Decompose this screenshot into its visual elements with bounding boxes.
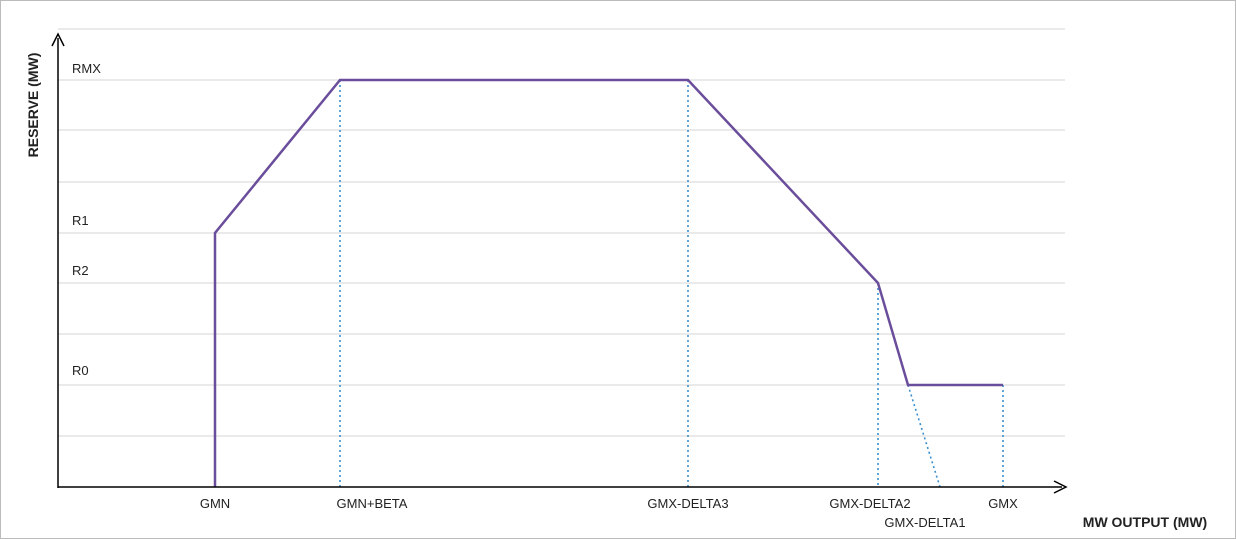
axes — [51, 32, 1068, 494]
x-point-label: GMN — [200, 496, 230, 511]
x-arrow — [1053, 480, 1068, 494]
x-point-label: GMX — [988, 496, 1018, 511]
grid — [58, 28, 1065, 437]
drop-lines — [339, 80, 1004, 488]
y-level-label: R1 — [72, 213, 89, 228]
x-point-label: GMN+BETA — [337, 496, 408, 511]
y-axis-title: RESERVE (MW) — [25, 53, 41, 158]
y-level-label: RMX — [72, 61, 101, 76]
x-point-label: GMX-DELTA2 — [829, 496, 910, 511]
x-point-label: GMX-DELTA1 — [884, 515, 965, 530]
reserve-curve — [213, 78, 1003, 487]
x-axis-title: MW OUTPUT (MW) — [1083, 514, 1207, 530]
y-level-label: R0 — [72, 363, 89, 378]
y-arrow — [51, 32, 65, 47]
x-point-label: GMX-DELTA3 — [647, 496, 728, 511]
y-level-label: R2 — [72, 263, 89, 278]
